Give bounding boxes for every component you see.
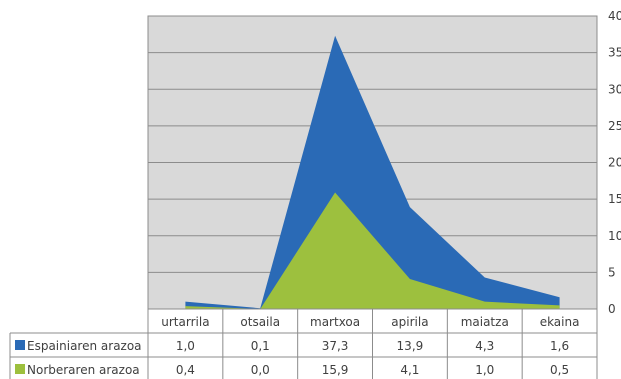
legend-swatch xyxy=(15,364,25,374)
category-label: martxoa xyxy=(310,315,360,329)
category-label: otsaila xyxy=(240,315,280,329)
area-series-1 xyxy=(185,35,560,310)
series-name: Norberaren arazoa xyxy=(27,363,140,377)
data-label: 15,9 xyxy=(322,363,349,377)
y-axis: 0 5 10 15 20 25 30 35 40 xyxy=(608,9,621,316)
data-table: urtarrila otsaila martxoa apirila maiatza eka… xyxy=(9,308,598,379)
category-label: maiatza xyxy=(461,315,509,329)
y-tick-label: 0 xyxy=(608,302,616,316)
data-label: 4,1 xyxy=(400,363,419,377)
y-tick-label: 35 xyxy=(608,46,621,60)
y-tick-label: 5 xyxy=(608,265,616,279)
category-label: ekaina xyxy=(540,315,580,329)
area-series-2 xyxy=(185,192,560,309)
series-areas xyxy=(185,35,560,310)
y-tick-label: 15 xyxy=(608,192,621,206)
category-label: urtarrila xyxy=(161,315,209,329)
data-label: 0,1 xyxy=(251,339,270,353)
legend-swatch xyxy=(15,340,25,350)
series-name: Espainiaren arazoa xyxy=(27,339,142,353)
y-tick-label: 10 xyxy=(608,229,621,243)
data-label: 4,3 xyxy=(475,339,494,353)
data-label: 0,0 xyxy=(251,363,270,377)
y-tick-label: 25 xyxy=(608,119,621,133)
category-label: apirila xyxy=(391,315,428,329)
y-tick-label: 20 xyxy=(608,156,621,170)
data-label: 37,3 xyxy=(322,339,349,353)
y-tick-label: 40 xyxy=(608,9,621,23)
data-label: 13,9 xyxy=(397,339,424,353)
data-label: 0,4 xyxy=(176,363,195,377)
data-label: 1,0 xyxy=(475,363,494,377)
y-tick-label: 30 xyxy=(608,82,621,96)
data-label: 0,5 xyxy=(550,363,569,377)
data-label: 1,0 xyxy=(176,339,195,353)
data-label: 1,6 xyxy=(550,339,569,353)
